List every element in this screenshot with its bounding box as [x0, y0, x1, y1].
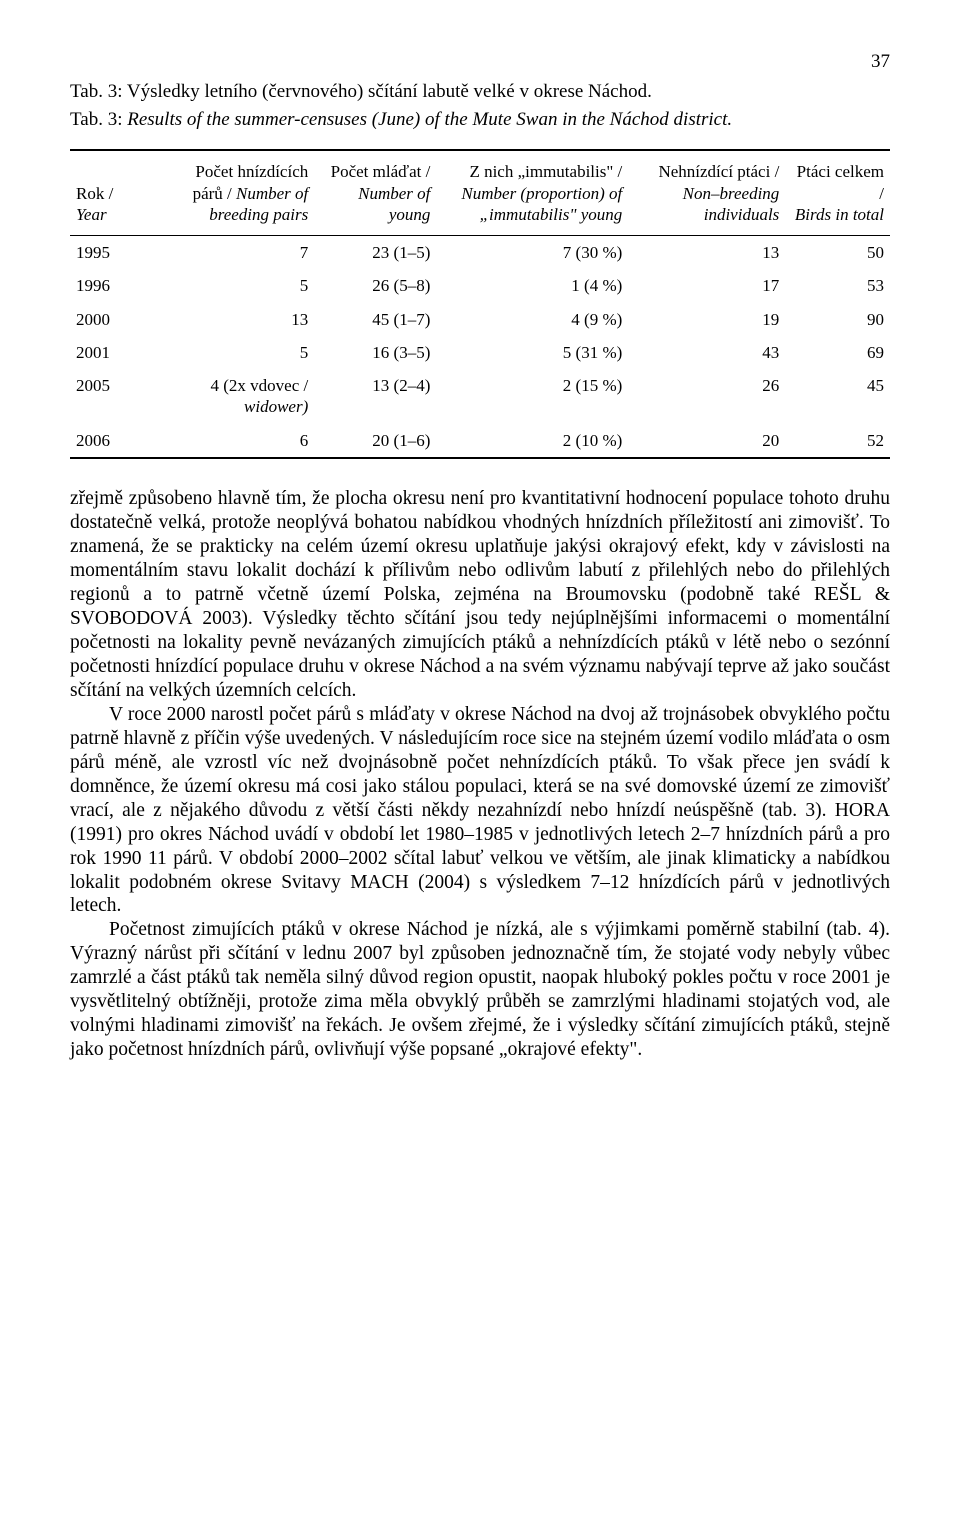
col-header-year: Rok / Year [70, 150, 157, 235]
col-header-en: Number of young [358, 184, 430, 224]
cell-nonbr: 20 [628, 424, 785, 458]
cell-total: 90 [785, 303, 890, 336]
col-header-cz: Z nich „immutabilis" / [469, 162, 622, 181]
cell-year: 2005 [70, 369, 157, 424]
cell-immut: 4 (9 %) [436, 303, 628, 336]
table-row: 1996526 (5–8)1 (4 %)1753 [70, 269, 890, 302]
cell-immut: 2 (10 %) [436, 424, 628, 458]
cell-young: 20 (1–6) [314, 424, 436, 458]
cell-total: 69 [785, 336, 890, 369]
cell-pairs: 5 [157, 336, 314, 369]
col-header-cz: Rok / [76, 184, 113, 203]
col-header-immut: Z nich „immutabilis" / Number (proportio… [436, 150, 628, 235]
table-row: 2001516 (3–5)5 (31 %)4369 [70, 336, 890, 369]
cell-immut: 5 (31 %) [436, 336, 628, 369]
cell-year: 2006 [70, 424, 157, 458]
cell-nonbr: 43 [628, 336, 785, 369]
cell-pairs: 4 (2x vdovec / widower) [157, 369, 314, 424]
col-header-total: Ptáci celkem / Birds in total [785, 150, 890, 235]
caption-en-prefix: Tab. 3: [70, 109, 127, 130]
col-header-pairs: Počet hnízdících párů / Number of breedi… [157, 150, 314, 235]
table-row: 2006620 (1–6)2 (10 %)2052 [70, 424, 890, 458]
table-row: 20001345 (1–7)4 (9 %)1990 [70, 303, 890, 336]
cell-total: 52 [785, 424, 890, 458]
paragraph-1: zřejmě způsobeno hlavně tím, že plocha o… [70, 487, 890, 703]
cell-young: 26 (5–8) [314, 269, 436, 302]
cell-nonbr: 19 [628, 303, 785, 336]
col-header-cz: Počet mláďat / [331, 162, 431, 181]
cell-immut: 1 (4 %) [436, 269, 628, 302]
caption-cz: Tab. 3: Výsledky letního (červnového) sč… [70, 80, 890, 104]
body-text-block: zřejmě způsobeno hlavně tím, že plocha o… [70, 487, 890, 1063]
table-caption-block: Tab. 3: Výsledky letního (červnového) sč… [70, 80, 890, 132]
cell-total: 53 [785, 269, 890, 302]
cell-young: 45 (1–7) [314, 303, 436, 336]
cell-immut: 7 (30 %) [436, 236, 628, 270]
caption-en-text: Results of the summer-censuses (June) of… [127, 109, 732, 130]
paragraph-3: Početnost zimujících ptáků v okrese Nách… [70, 918, 890, 1062]
cell-pairs: 6 [157, 424, 314, 458]
cell-year: 2001 [70, 336, 157, 369]
table-header-row: Rok / Year Počet hnízdících párů / Numbe… [70, 150, 890, 235]
cell-immut: 2 (15 %) [436, 369, 628, 424]
cell-nonbr: 13 [628, 236, 785, 270]
caption-en: Tab. 3: Results of the summer-censuses (… [70, 108, 890, 132]
summer-census-table: Rok / Year Počet hnízdících párů / Numbe… [70, 149, 890, 459]
cell-young: 13 (2–4) [314, 369, 436, 424]
cell-year: 1995 [70, 236, 157, 270]
table-row: 20054 (2x vdovec / widower)13 (2–4)2 (15… [70, 369, 890, 424]
col-header-en: Number (proportion) of „immutabilis" you… [461, 184, 622, 224]
cell-total: 45 [785, 369, 890, 424]
col-header-en: Birds in total [795, 205, 884, 224]
cell-total: 50 [785, 236, 890, 270]
cell-pairs: 13 [157, 303, 314, 336]
cell-nonbr: 26 [628, 369, 785, 424]
paragraph-2: V roce 2000 narostl počet párů s mláďaty… [70, 703, 890, 919]
cell-pairs: 5 [157, 269, 314, 302]
cell-year: 2000 [70, 303, 157, 336]
cell-year: 1996 [70, 269, 157, 302]
col-header-nonbr: Nehnízdící ptáci / Non–breeding individu… [628, 150, 785, 235]
cell-pairs: 7 [157, 236, 314, 270]
cell-nonbr: 17 [628, 269, 785, 302]
cell-young: 23 (1–5) [314, 236, 436, 270]
table-row: 1995723 (1–5)7 (30 %)1350 [70, 236, 890, 270]
col-header-en: Year [76, 205, 107, 224]
cell-young: 16 (3–5) [314, 336, 436, 369]
page-number: 37 [70, 50, 890, 74]
col-header-cz: Ptáci celkem / [797, 162, 884, 202]
col-header-en: Non–breeding individuals [683, 184, 780, 224]
col-header-cz: Nehnízdící ptáci / [658, 162, 779, 181]
col-header-young: Počet mláďat / Number of young [314, 150, 436, 235]
